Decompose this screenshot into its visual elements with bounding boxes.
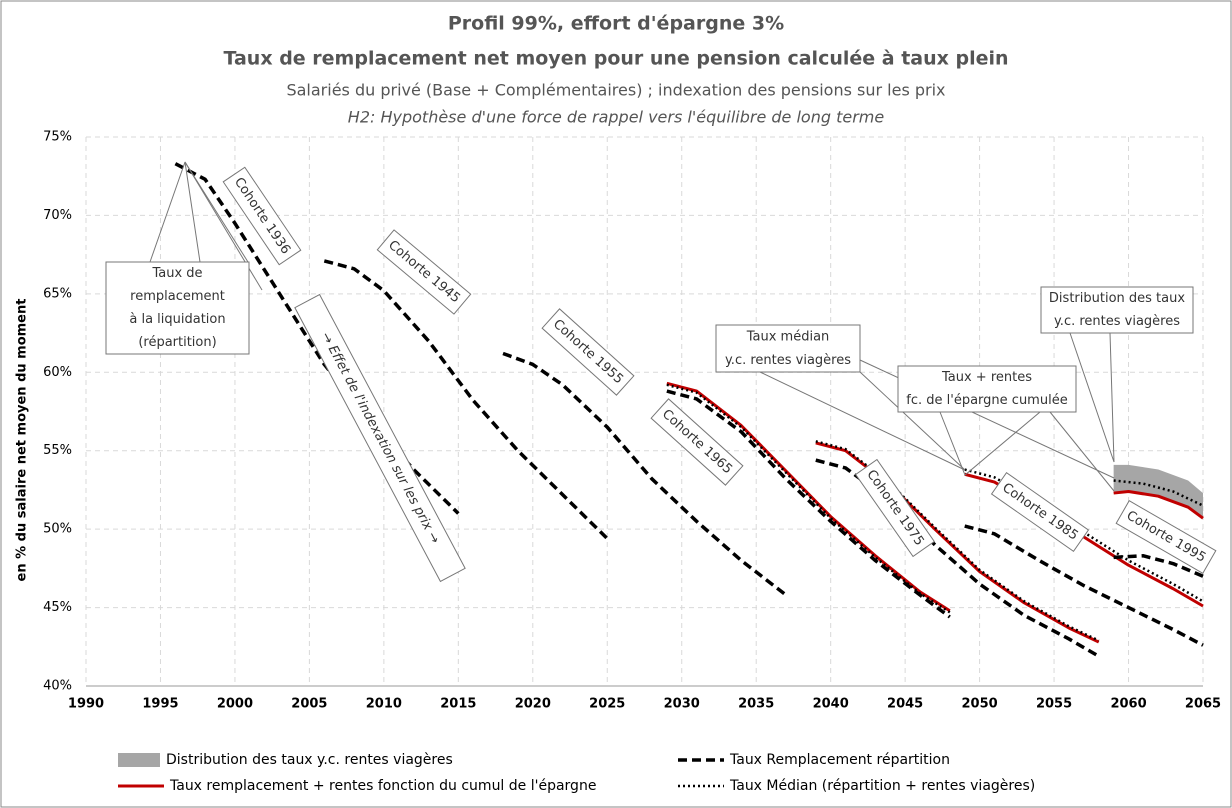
x-tick-label: 2020 <box>515 697 551 712</box>
y-tick-label: 40% <box>43 679 72 694</box>
callout-text: Taux + rentes <box>941 370 1032 385</box>
y-tick-label: 45% <box>43 600 72 615</box>
callout-text: Taux de <box>151 266 202 281</box>
callout-text: fc. de l'épargne cumulée <box>906 393 1067 408</box>
x-tick-label: 2035 <box>738 697 774 712</box>
cohort-box <box>990 471 1090 553</box>
x-tick-label: 2010 <box>366 697 402 712</box>
callout-text: (répartition) <box>138 335 216 350</box>
x-tick-label: 2025 <box>589 697 625 712</box>
callout-text: y.c. rentes viagères <box>1054 314 1180 329</box>
cohort-box <box>541 308 635 396</box>
y-tick-label: 65% <box>43 286 72 301</box>
cohort-box <box>376 229 472 315</box>
x-tick-label: 2045 <box>887 697 923 712</box>
hypothesis: H2: Hypothèse d'une force de rappel vers… <box>348 108 885 127</box>
cohort-box <box>650 398 744 486</box>
callout-text: Distribution des taux <box>1049 291 1185 306</box>
legend-label: Taux Remplacement répartition <box>729 752 950 768</box>
x-tick-label: 2040 <box>813 697 849 712</box>
pointer <box>759 371 966 471</box>
pointer <box>1049 411 1115 492</box>
pointer <box>1069 332 1115 463</box>
y-tick-label: 50% <box>43 522 72 537</box>
cohort-box <box>1115 500 1217 574</box>
callout-box <box>897 365 1077 413</box>
series-line <box>1113 554 1204 578</box>
y-tick-label: 55% <box>43 443 72 458</box>
y-tick-label: 60% <box>43 365 72 380</box>
callout-text: à la liquidation <box>129 312 225 327</box>
legend-label: Taux Médian (répartition + rentes viagèr… <box>729 778 1035 794</box>
pointer <box>939 411 1041 476</box>
x-tick-label: 2055 <box>1036 697 1072 712</box>
series-line <box>502 351 788 597</box>
chart-title: Profil 99%, effort d'épargne 3% <box>448 13 784 35</box>
series-line <box>1113 479 1204 507</box>
legend-label: Distribution des taux y.c. rentes viagèr… <box>166 752 453 768</box>
distribution-band <box>1113 464 1203 519</box>
x-tick-label: 1995 <box>142 697 178 712</box>
y-axis-label: en % du salaire net moyen du moment <box>15 299 30 582</box>
callout-box <box>105 261 250 355</box>
series-line <box>323 259 609 540</box>
x-tick-label: 2060 <box>1110 697 1146 712</box>
legend-label: Taux remplacement + rentes fonction du c… <box>169 778 596 794</box>
x-tick-label: 2030 <box>664 697 700 712</box>
series-line <box>666 383 951 614</box>
series-line <box>815 440 1100 642</box>
x-tick-label: 2005 <box>291 697 327 712</box>
cohort-box <box>854 458 936 558</box>
callout-text: y.c. rentes viagères <box>725 353 851 368</box>
cohort-box <box>222 166 302 266</box>
callout-text: Taux médian <box>746 329 830 344</box>
callout-box <box>1040 286 1194 334</box>
x-tick-label: 2000 <box>217 697 253 712</box>
legend-swatch <box>118 753 160 767</box>
chart-subtitle: Taux de remplacement net moyen pour une … <box>223 48 1008 70</box>
x-tick-label: 2050 <box>962 697 998 712</box>
chart-subtitle: Salariés du privé (Base + Complémentaire… <box>286 81 945 100</box>
note-box <box>294 293 466 583</box>
series-line <box>964 524 1204 647</box>
series-line <box>1113 489 1204 520</box>
y-tick-label: 75% <box>43 130 72 145</box>
y-tick-label: 70% <box>43 208 72 223</box>
x-tick-label: 2015 <box>440 697 476 712</box>
callout-text: remplacement <box>130 289 225 304</box>
callout-box <box>715 324 861 373</box>
x-tick-label: 1990 <box>68 697 104 712</box>
x-tick-label: 2065 <box>1185 697 1221 712</box>
